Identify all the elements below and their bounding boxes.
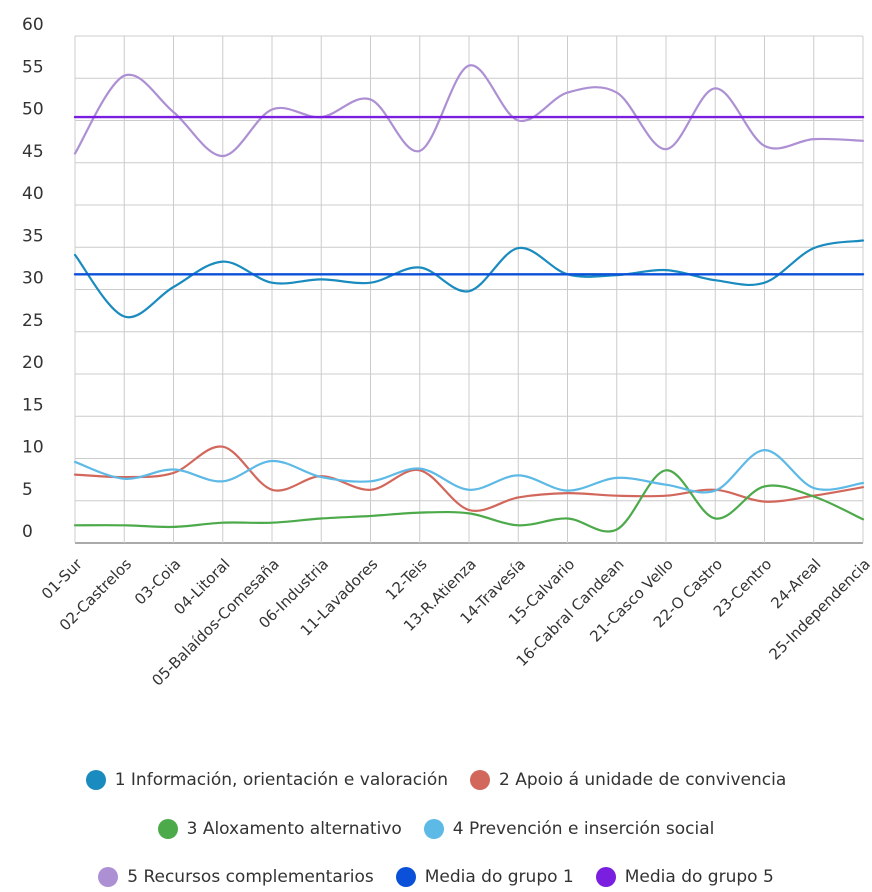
legend-swatch-series-4 (423, 819, 444, 839)
legend-item-series-1[interactable]: 1 Información, orientación e valoración (85, 770, 449, 790)
y-tick-label: 20 (22, 353, 44, 373)
series-3-line (73, 469, 865, 533)
y-tick-label: 10 (22, 438, 44, 458)
legend-label-series-3: 3 Aloxamento alternativo (186, 819, 402, 839)
x-tick-label: 01-Sur (38, 555, 86, 603)
legend-swatch-mean-1 (395, 867, 416, 887)
legend-item-series-2[interactable]: 2 Apoio á unidade de convivencia (470, 770, 786, 790)
legend-label-series-5: 5 Recursos complementarios (127, 867, 374, 887)
x-tick-label: 12-Teis (382, 555, 431, 604)
y-tick-label: 15 (22, 395, 44, 415)
legend-swatch-series-3 (157, 819, 178, 839)
legend-item-series-3[interactable]: 3 Aloxamento alternativo (157, 819, 402, 839)
legend-item-mean-5[interactable]: Media do grupo 5 (595, 867, 774, 887)
x-axis-ticks: 01-Sur02-Castrelos03-Coia04-Litoral05-Ba… (38, 555, 872, 690)
y-tick-label: 55 (22, 57, 44, 77)
legend-swatch-series-1 (85, 770, 106, 790)
legend-label-mean-5: Media do grupo 5 (624, 867, 774, 887)
legend-label-series-4: 4 Prevención e inserción social (452, 819, 715, 839)
legend-row-2: 3 Aloxamento alternativo 4 Prevención e … (0, 819, 872, 839)
y-tick-label: 5 (22, 480, 33, 500)
legend-swatch-mean-5 (595, 867, 616, 887)
legend-row-1: 1 Información, orientación e valoración … (0, 770, 872, 790)
y-tick-label: 45 (22, 142, 44, 162)
y-tick-label: 40 (22, 184, 44, 204)
y-tick-label: 50 (22, 100, 44, 120)
y-tick-label: 35 (22, 226, 44, 246)
legend-item-series-4[interactable]: 4 Prevención e inserción social (423, 819, 715, 839)
legend-item-mean-1[interactable]: Media do grupo 1 (395, 867, 574, 887)
series-5-line (73, 64, 865, 158)
y-tick-label: 25 (22, 311, 44, 331)
legend-swatch-series-2 (470, 770, 491, 790)
legend-swatch-series-5 (98, 867, 119, 887)
y-tick-label: 30 (22, 269, 44, 289)
legend-label-series-1: 1 Información, orientación e valoración (114, 770, 449, 790)
y-axis-ticks: 0 5 10 15 20 25 30 35 40 45 50 55 60 (22, 15, 44, 542)
y-tick-label: 60 (22, 15, 44, 35)
legend-row-3: 5 Recursos complementarios Media do grup… (0, 867, 872, 887)
chart-series (73, 64, 865, 533)
legend-item-series-5[interactable]: 5 Recursos complementarios (98, 867, 374, 887)
series-4-line (73, 448, 865, 494)
chart-grid (74, 35, 864, 544)
series-2-line (73, 445, 865, 512)
y-tick-label: 0 (22, 522, 33, 542)
legend-label-series-2: 2 Apoio á unidade de convivencia (499, 770, 787, 790)
legend-label-mean-1: Media do grupo 1 (424, 867, 574, 887)
